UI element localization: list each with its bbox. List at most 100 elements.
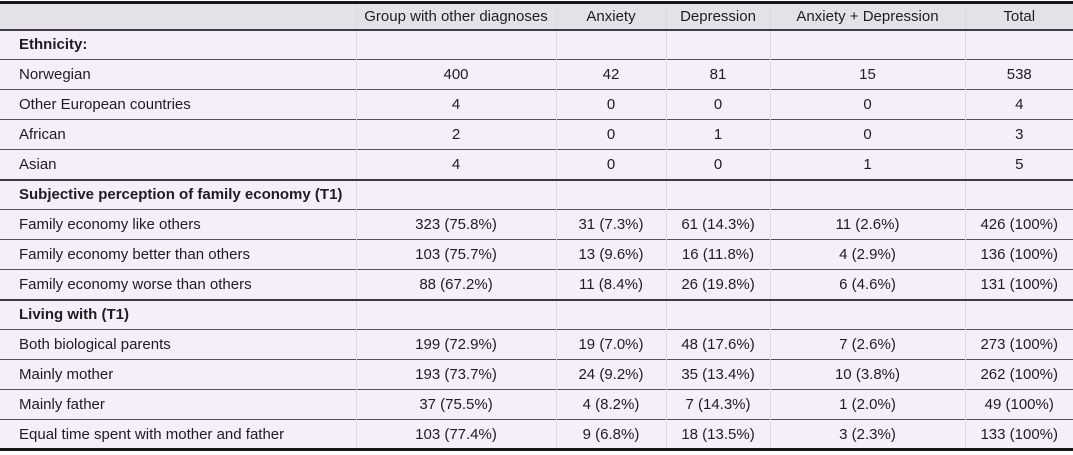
cell-value [666, 178, 771, 210]
cell-value: 81 [666, 59, 771, 90]
row-label: African [0, 119, 357, 150]
cell-value: 193 (73.7%) [356, 359, 557, 390]
section-row: Subjective perception of family economy … [0, 178, 1073, 210]
column-header: Anxiety [556, 2, 667, 30]
cell-value: 4 [965, 89, 1073, 120]
table-row: Mainly mother 193 (73.7%) 24 (9.2%) 35 (13.… [0, 359, 1073, 390]
cell-value: 103 (75.7%) [356, 239, 557, 270]
cell-value: 0 [556, 149, 667, 180]
section-row: Ethnicity: [0, 28, 1073, 60]
cell-value: 131 (100%) [965, 269, 1073, 300]
cell-value: 2 [356, 119, 557, 150]
row-label: Asian [0, 149, 357, 180]
cell-value: 4 (8.2%) [556, 389, 667, 420]
cell-value: 1 [770, 149, 966, 180]
cell-value [556, 28, 667, 60]
cell-value [965, 28, 1073, 60]
table-row: African 2 0 1 0 3 [0, 119, 1073, 150]
column-header: Group with other diagnoses [356, 2, 557, 30]
cell-value: 136 (100%) [965, 239, 1073, 270]
cell-value: 4 [356, 89, 557, 120]
cell-value: 0 [666, 149, 771, 180]
cell-value: 61 (14.3%) [666, 209, 771, 240]
section-label: Ethnicity: [0, 28, 357, 60]
cell-value: 3 [965, 119, 1073, 150]
table-row: Family economy like others 323 (75.8%) 31 … [0, 209, 1073, 240]
column-header-empty [0, 2, 357, 30]
row-label: Norwegian [0, 59, 357, 90]
table-row: Both biological parents 199 (72.9%) 19 (7.… [0, 329, 1073, 360]
cell-value: 15 [770, 59, 966, 90]
row-label: Mainly mother [0, 359, 357, 390]
section-row: Living with (T1) [0, 298, 1073, 330]
cell-value: 7 (14.3%) [666, 389, 771, 420]
cell-value: 0 [666, 89, 771, 120]
cell-value: 88 (67.2%) [356, 269, 557, 300]
row-label: Family economy better than others [0, 239, 357, 270]
cell-value: 1 [666, 119, 771, 150]
cell-value: 35 (13.4%) [666, 359, 771, 390]
cell-value: 31 (7.3%) [556, 209, 667, 240]
table-row: Equal time spent with mother and father 1… [0, 419, 1073, 450]
cell-value: 538 [965, 59, 1073, 90]
cell-value: 10 (3.8%) [770, 359, 966, 390]
table-body: Ethnicity: Norwegian 400 42 81 15 538 Other Eur… [0, 28, 1073, 450]
cell-value [356, 28, 557, 60]
cell-value: 0 [556, 119, 667, 150]
cell-value: 37 (75.5%) [356, 389, 557, 420]
cell-value: 4 [356, 149, 557, 180]
cell-value: 426 (100%) [965, 209, 1073, 240]
cell-value: 262 (100%) [965, 359, 1073, 390]
cell-value [770, 298, 966, 330]
cell-value [666, 28, 771, 60]
table-row: Family economy worse than others 88 (67.2… [0, 269, 1073, 300]
cell-value: 42 [556, 59, 667, 90]
column-header: Depression [666, 2, 771, 30]
row-label: Both biological parents [0, 329, 357, 360]
row-label: Equal time spent with mother and father [0, 419, 357, 450]
cell-value [770, 178, 966, 210]
section-label: Subjective perception of family economy … [0, 178, 357, 210]
cell-value: 9 (6.8%) [556, 419, 667, 450]
section-label: Living with (T1) [0, 298, 357, 330]
cell-value: 3 (2.3%) [770, 419, 966, 450]
table-row: Asian 4 0 0 1 5 [0, 149, 1073, 180]
cell-value [965, 178, 1073, 210]
cell-value: 48 (17.6%) [666, 329, 771, 360]
cell-value: 323 (75.8%) [356, 209, 557, 240]
cell-value [965, 298, 1073, 330]
cell-value: 400 [356, 59, 557, 90]
cell-value: 103 (77.4%) [356, 419, 557, 450]
table-row: Family economy better than others 103 (75… [0, 239, 1073, 270]
cell-value: 199 (72.9%) [356, 329, 557, 360]
column-header: Anxiety + Depression [770, 2, 966, 30]
cell-value: 0 [770, 89, 966, 120]
header-row: Group with other diagnoses Anxiety Depress… [0, 2, 1073, 30]
cell-value: 16 (11.8%) [666, 239, 771, 270]
cell-value: 19 (7.0%) [556, 329, 667, 360]
cell-value: 4 (2.9%) [770, 239, 966, 270]
cell-value: 5 [965, 149, 1073, 180]
row-label: Family economy like others [0, 209, 357, 240]
cell-value [666, 298, 771, 330]
cell-value: 273 (100%) [965, 329, 1073, 360]
row-label: Family economy worse than others [0, 269, 357, 300]
cell-value [770, 28, 966, 60]
cell-value: 11 (8.4%) [556, 269, 667, 300]
table-row: Other European countries 4 0 0 0 4 [0, 89, 1073, 120]
table-header: Group with other diagnoses Anxiety Depress… [0, 2, 1073, 30]
row-label: Other European countries [0, 89, 357, 120]
column-header: Total [965, 2, 1073, 30]
cell-value [556, 298, 667, 330]
cell-value: 13 (9.6%) [556, 239, 667, 270]
cell-value: 7 (2.6%) [770, 329, 966, 360]
table-row: Norwegian 400 42 81 15 538 [0, 59, 1073, 90]
cell-value: 26 (19.8%) [666, 269, 771, 300]
cell-value: 49 (100%) [965, 389, 1073, 420]
cell-value [356, 178, 557, 210]
cell-value: 0 [770, 119, 966, 150]
cell-value: 11 (2.6%) [770, 209, 966, 240]
row-label: Mainly father [0, 389, 357, 420]
